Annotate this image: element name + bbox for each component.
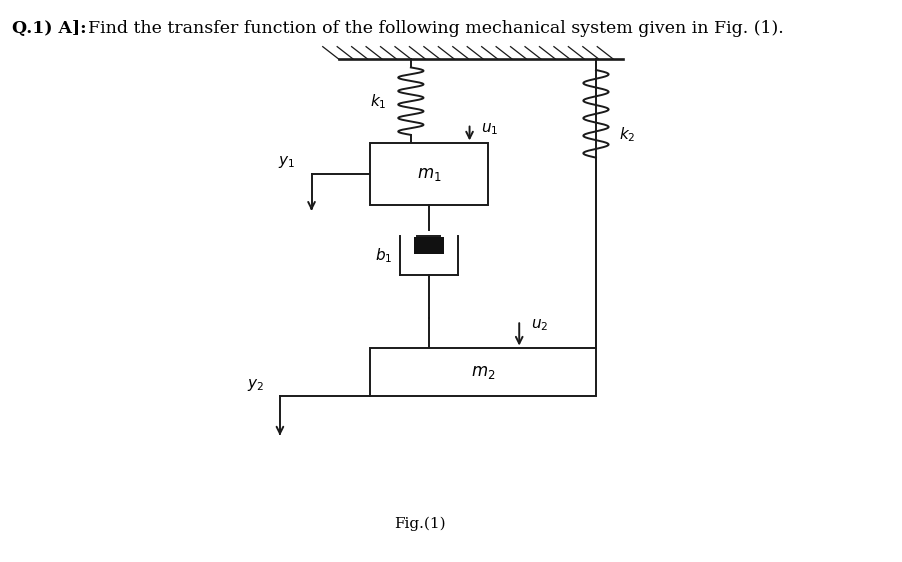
Text: $m_1$: $m_1$ <box>416 166 441 183</box>
Text: $k_2$: $k_2$ <box>618 125 634 144</box>
Text: $y_1$: $y_1$ <box>278 154 295 170</box>
Text: $b_1$: $b_1$ <box>375 246 392 265</box>
Text: Find the transfer function of the following mechanical system given in Fig. (1).: Find the transfer function of the follow… <box>77 20 783 37</box>
Bar <box>413 237 444 254</box>
Text: $u_2$: $u_2$ <box>530 318 548 333</box>
Text: $y_2$: $y_2$ <box>246 378 263 393</box>
Text: $m_2$: $m_2$ <box>470 364 495 381</box>
Bar <box>370 143 487 205</box>
Bar <box>370 348 595 396</box>
Text: Q.1) A]:: Q.1) A]: <box>12 20 87 37</box>
Text: $u_1$: $u_1$ <box>481 121 498 137</box>
Text: Fig.(1): Fig.(1) <box>393 516 446 531</box>
Text: $k_1$: $k_1$ <box>370 92 386 111</box>
